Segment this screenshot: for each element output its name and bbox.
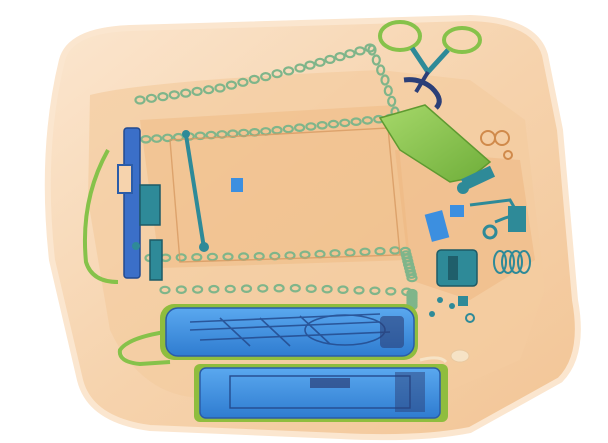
- chain-link: [162, 133, 174, 143]
- chain-link: [305, 122, 317, 131]
- chain-link: [371, 54, 381, 66]
- green-bottle: [378, 104, 496, 194]
- handle-rail-left: [82, 127, 163, 284]
- chain-link: [350, 117, 362, 127]
- small-tag: [231, 178, 243, 192]
- chain-link: [157, 91, 169, 102]
- inner-frame: [169, 127, 401, 263]
- chain-link: [367, 44, 377, 56]
- chain-link: [273, 283, 285, 293]
- chain-link: [405, 270, 417, 279]
- chain-link: [327, 119, 340, 129]
- chain-link: [344, 248, 356, 257]
- chain-link: [224, 284, 236, 294]
- chain-link: [191, 86, 203, 97]
- chain-link: [359, 247, 371, 257]
- chain-link: [203, 85, 215, 95]
- chain-link: [271, 125, 283, 135]
- chain-link: [294, 123, 306, 133]
- chain-link: [383, 85, 393, 97]
- handle-rod: [182, 130, 209, 252]
- chain-link: [305, 284, 317, 294]
- chain-link: [271, 69, 283, 79]
- chain-link: [175, 253, 187, 262]
- chain-link: [257, 284, 269, 293]
- scissors: [378, 20, 482, 110]
- chain-link: [380, 74, 390, 86]
- chain-link: [191, 252, 203, 262]
- chain-link: [282, 124, 294, 134]
- chain-link: [337, 285, 349, 295]
- chain-link: [385, 286, 397, 296]
- chain-link: [283, 66, 295, 76]
- chain-link: [353, 285, 365, 295]
- chain-link: [208, 284, 220, 294]
- chain-link: [314, 57, 326, 67]
- chain-link: [140, 135, 152, 144]
- chain-link: [192, 285, 204, 294]
- chain-link: [168, 90, 180, 100]
- chain-link: [344, 49, 356, 59]
- chain-link: [361, 116, 373, 125]
- cylinder-top: [160, 304, 418, 360]
- chain-link: [240, 284, 253, 294]
- chain-link: [175, 285, 187, 295]
- battery-pack: [436, 249, 531, 287]
- chain-link: [376, 64, 386, 76]
- chain-link: [334, 51, 346, 62]
- chain-link: [339, 118, 351, 128]
- chain-link: [214, 83, 226, 93]
- chain-link: [289, 283, 301, 293]
- chain-link: [225, 80, 237, 90]
- cylinder-bottom: [194, 356, 448, 422]
- chain-link: [316, 121, 328, 130]
- keys: [424, 198, 526, 242]
- chain-link: [151, 134, 163, 143]
- chain-link: [180, 88, 192, 98]
- trinkets: [480, 130, 513, 160]
- chain-link: [369, 286, 381, 296]
- chain-link: [172, 132, 185, 142]
- chain-link: [237, 77, 249, 87]
- small-bits: [429, 296, 475, 363]
- chain-link: [134, 95, 146, 105]
- chain-link: [354, 46, 366, 56]
- zipper-chain: [129, 43, 418, 311]
- chain-link: [406, 273, 418, 283]
- chain-link: [145, 93, 157, 103]
- chain-link: [206, 252, 218, 262]
- chain-link: [304, 60, 316, 70]
- chain-link: [324, 54, 336, 65]
- cable-loop: [117, 330, 171, 367]
- chain-link: [260, 71, 272, 82]
- chain-link: [294, 63, 306, 73]
- chain-link: [248, 74, 260, 85]
- chain-link: [159, 285, 171, 295]
- chain-link: [387, 95, 397, 107]
- chain-link: [374, 246, 386, 256]
- chain-link: [321, 284, 333, 294]
